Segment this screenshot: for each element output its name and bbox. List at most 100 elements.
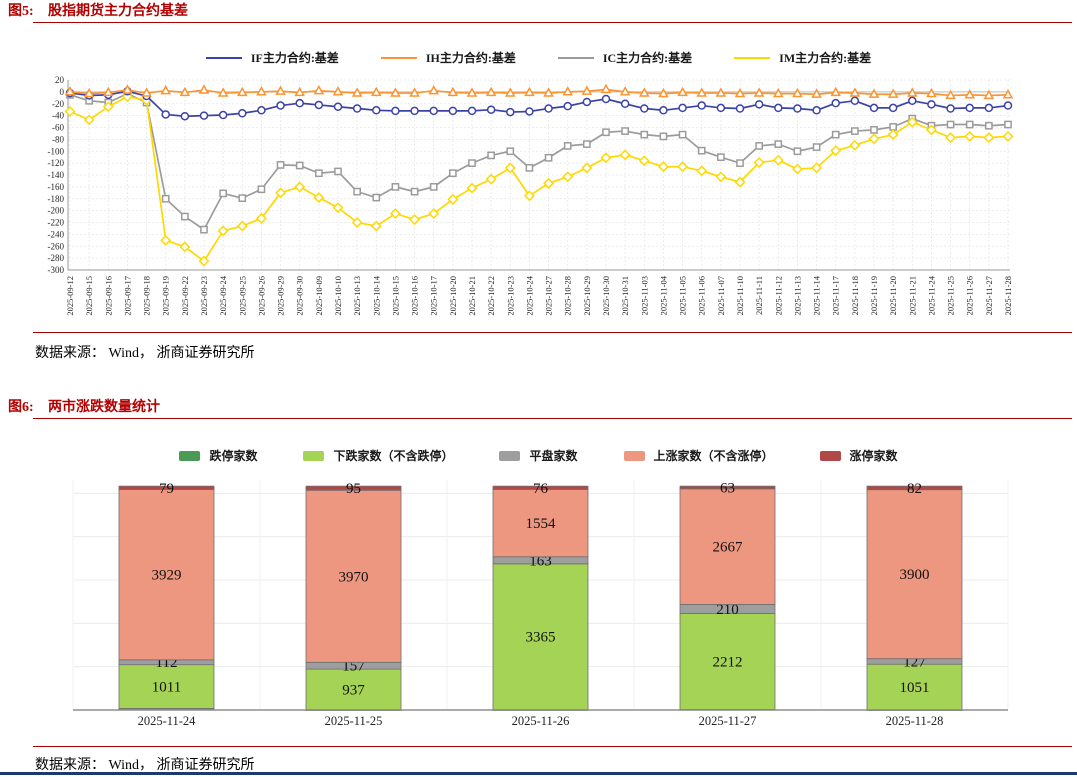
triangle-marker-icon [907, 87, 918, 97]
circle-marker-icon [448, 106, 458, 116]
circle-marker-icon [506, 107, 515, 117]
square-marker-icon [429, 183, 438, 191]
x-tick-label: 2025-11-11 [754, 276, 764, 315]
diamond-marker-icon [945, 132, 957, 144]
legend-label: 跌停家数 [209, 449, 258, 463]
figure5-legend: IF主力合约:基差 IH主力合约:基差 IC主力合约:基差 IM主力合约:基差 [0, 49, 1077, 66]
triangle-marker-icon [179, 86, 191, 97]
circle-marker-icon [927, 100, 936, 109]
figure5-source: 数据来源： Wind， 浙商证券研究所 [35, 346, 255, 361]
x-tick-label: 2025-11-10 [735, 276, 745, 315]
bar-value-label: 2212 [713, 654, 743, 670]
triangle-marker-icon [217, 87, 229, 97]
circle-marker-icon [525, 107, 534, 116]
circle-marker-icon [372, 106, 381, 115]
series-line [69, 88, 1009, 97]
x-tick-label: 2025-10-22 [486, 276, 496, 316]
diamond-marker-icon [83, 114, 95, 126]
x-tick-label: 2025-10-13 [352, 276, 362, 316]
y-tick-label: -80 [52, 134, 64, 144]
x-tick-label: 2025-11-14 [812, 275, 822, 315]
square-marker-icon [410, 187, 419, 196]
circle-marker-icon [161, 110, 170, 119]
legend-swatch-icon [380, 56, 417, 59]
bar-segment [679, 613, 776, 710]
bar-segment [866, 663, 963, 711]
triangle-marker-icon [983, 89, 995, 100]
bar-value-label: 937 [342, 682, 365, 698]
legend-item: 跌停家数 [179, 447, 257, 464]
legend-label: IM主力合约:基差 [779, 51, 872, 65]
triangle-marker-icon [256, 86, 267, 96]
figure5-header: 图5: 股指期货主力合约基差 [8, 3, 188, 20]
x-tick-label: 2025-09-25 [237, 276, 247, 316]
diamond-marker-icon [351, 217, 363, 228]
square-marker-icon [736, 159, 744, 167]
square-marker-icon [295, 161, 304, 170]
square-marker-icon [583, 140, 591, 148]
legend-item: IC主力合约:基差 [557, 49, 692, 66]
bar-segment [492, 485, 589, 490]
triangle-marker-icon [275, 85, 286, 95]
square-marker-icon [889, 123, 897, 131]
square-marker-icon [697, 146, 706, 155]
square-marker-icon [315, 169, 323, 178]
square-marker-icon [161, 194, 170, 203]
diamond-marker-icon [485, 173, 497, 185]
triangle-marker-icon [83, 87, 95, 98]
triangle-marker-icon [811, 88, 822, 98]
circle-marker-icon [812, 106, 821, 115]
square-marker-icon [468, 159, 476, 167]
diamond-marker-icon [294, 181, 306, 193]
diamond-marker-icon [370, 220, 382, 232]
triangle-marker-icon [619, 86, 631, 96]
circle-marker-icon [333, 102, 343, 111]
x-tick-label: 2025-11-21 [907, 276, 917, 315]
circle-marker-icon [314, 100, 324, 110]
triangle-marker-icon [409, 87, 420, 97]
diamond-marker-icon [600, 152, 612, 164]
x-tick-label: 2025-10-10 [333, 276, 343, 316]
series-line [69, 92, 1009, 231]
triangle-marker-icon [696, 87, 707, 97]
diamond-marker-icon [179, 241, 191, 253]
diamond-marker-icon [409, 214, 421, 225]
x-tick-label: 2025-10-27 [544, 276, 554, 316]
diamond-marker-icon [543, 177, 555, 189]
x-tick-label: 2025-10-17 [429, 276, 439, 316]
circle-marker-icon [850, 96, 860, 106]
diamond-marker-icon [160, 234, 172, 246]
square-marker-icon [985, 121, 993, 130]
x-tick-label: 2025-11-26 [965, 276, 975, 315]
diamond-marker-icon [753, 157, 765, 168]
triangle-marker-icon [390, 87, 401, 97]
circle-marker-icon [640, 104, 649, 113]
circle-marker-icon [793, 104, 802, 113]
square-marker-icon [449, 169, 457, 178]
circle-marker-icon [410, 106, 419, 116]
legend-swatch-icon [303, 450, 325, 461]
triangle-marker-icon [64, 86, 76, 96]
x-tick-label: 2025-11-06 [697, 276, 707, 315]
square-marker-icon [640, 130, 649, 139]
triangle-marker-icon [677, 86, 688, 97]
y-tick-label: -180 [48, 194, 65, 204]
triangle-marker-icon [581, 85, 593, 95]
x-tick-label: 2025-10-28 [563, 276, 573, 316]
circle-marker-icon [238, 109, 247, 118]
bar-segment [305, 489, 402, 663]
circle-marker-icon [984, 103, 994, 113]
triangle-marker-icon [600, 83, 612, 94]
square-marker-icon [200, 225, 208, 234]
circle-marker-icon [582, 97, 592, 107]
circle-marker-icon [544, 104, 553, 113]
square-marker-icon [372, 193, 381, 202]
diamond-marker-icon [466, 182, 478, 194]
x-tick-label: 2025-10-21 [467, 276, 477, 316]
x-tick-label: 2025-09-30 [295, 276, 305, 316]
triangle-marker-icon [313, 84, 325, 95]
diamond-marker-icon [983, 132, 995, 144]
y-tick-label: -140 [48, 170, 65, 180]
legend-swatch-icon [734, 56, 771, 59]
circle-marker-icon [563, 101, 572, 111]
